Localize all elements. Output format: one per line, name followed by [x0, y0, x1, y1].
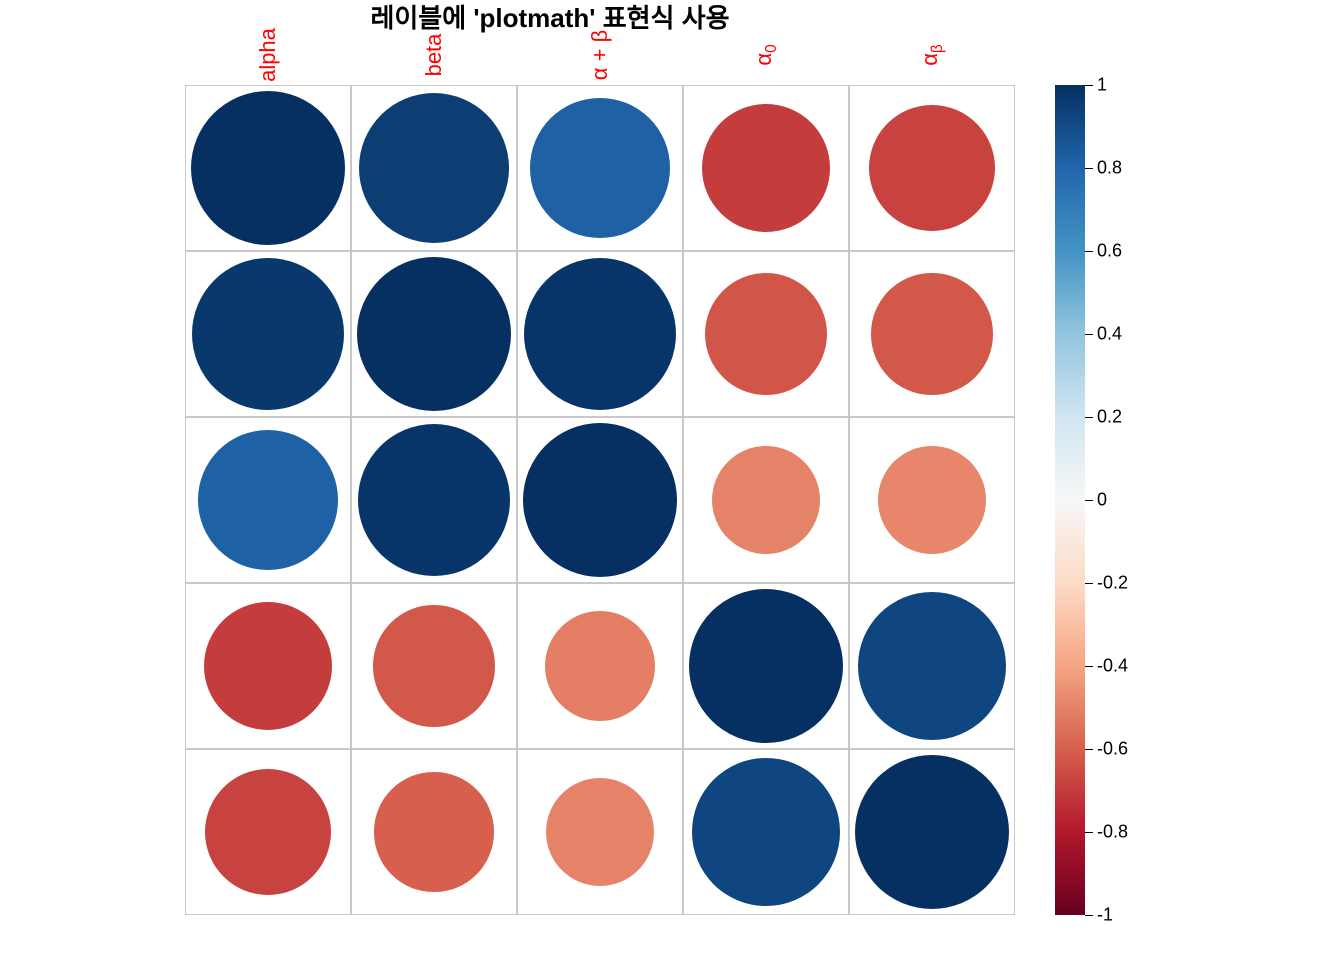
- colorbar-gradient: [1055, 85, 1085, 915]
- matrix-cell: [351, 85, 517, 251]
- correlation-circle: [692, 758, 840, 906]
- matrix-cell: [683, 417, 849, 583]
- matrix-cell: [849, 583, 1015, 749]
- colorbar-tick: [1085, 334, 1093, 335]
- colorbar-tick: [1085, 749, 1093, 750]
- correlation-circle: [855, 755, 1009, 909]
- matrix-cell: [517, 417, 683, 583]
- correlation-circle: [702, 104, 831, 233]
- colorbar-tick-label: 0.2: [1097, 407, 1122, 428]
- matrix-cell: [683, 749, 849, 915]
- matrix-cell: [351, 251, 517, 417]
- matrix-cell: [517, 749, 683, 915]
- colorbar-tick-label: 0: [1097, 490, 1107, 511]
- correlation-circle: [205, 769, 332, 896]
- colorbar-tick-label: -0.6: [1097, 739, 1128, 760]
- matrix-cell: [849, 749, 1015, 915]
- matrix-cell: [683, 85, 849, 251]
- matrix-cell: [849, 85, 1015, 251]
- correlation-circle: [373, 605, 494, 726]
- correlation-circle: [878, 446, 986, 554]
- correlation-circle: [712, 446, 821, 555]
- column-label: α + β: [587, 30, 613, 80]
- colorbar-tick-label: 1: [1097, 75, 1107, 96]
- colorbar-tick-label: -0.8: [1097, 822, 1128, 843]
- colorbar-tick-label: -1: [1097, 905, 1113, 926]
- column-label: αβ: [917, 44, 947, 66]
- colorbar-tick: [1085, 168, 1093, 169]
- colorbar-tick: [1085, 915, 1093, 916]
- chart-title: 레이블에 'plotmath' 표현식 사용: [370, 0, 729, 35]
- colorbar-tick-label: 0.6: [1097, 241, 1122, 262]
- colorbar-tick: [1085, 583, 1093, 584]
- correlation-circle: [546, 778, 655, 887]
- matrix-cell: [517, 85, 683, 251]
- colorbar: 10.80.60.40.20-0.2-0.4-0.6-0.8-1: [1055, 85, 1085, 915]
- matrix-cell: [185, 749, 351, 915]
- correlation-circle: [374, 772, 493, 891]
- correlation-circle: [198, 430, 337, 569]
- colorbar-tick: [1085, 85, 1093, 86]
- correlation-circle: [204, 602, 333, 731]
- colorbar-tick: [1085, 500, 1093, 501]
- correlation-circle: [524, 258, 676, 410]
- colorbar-tick: [1085, 417, 1093, 418]
- colorbar-tick-label: 0.4: [1097, 324, 1122, 345]
- matrix-cell: [185, 417, 351, 583]
- matrix-grid: [185, 85, 1015, 915]
- matrix-cell: [517, 251, 683, 417]
- matrix-cell: [185, 251, 351, 417]
- correlation-circle: [191, 91, 345, 245]
- colorbar-tick: [1085, 832, 1093, 833]
- column-label: α0: [751, 44, 781, 65]
- column-label: alpha: [255, 28, 281, 82]
- colorbar-tick: [1085, 251, 1093, 252]
- matrix-cell: [849, 417, 1015, 583]
- correlation-circle: [359, 93, 509, 243]
- matrix-cell: [683, 251, 849, 417]
- matrix-cell: [849, 251, 1015, 417]
- correlation-circle: [523, 423, 677, 577]
- correlation-circle: [858, 592, 1006, 740]
- correlation-circle: [358, 424, 510, 576]
- matrix-cell: [351, 417, 517, 583]
- correlation-circle: [530, 98, 669, 237]
- matrix-cell: [517, 583, 683, 749]
- correlation-circle: [869, 105, 996, 232]
- correlation-circle: [357, 257, 511, 411]
- matrix-cell: [185, 85, 351, 251]
- colorbar-tick-label: 0.8: [1097, 158, 1122, 179]
- matrix-cell: [185, 583, 351, 749]
- correlation-circle: [689, 589, 843, 743]
- colorbar-tick-label: -0.2: [1097, 573, 1128, 594]
- matrix-cell: [351, 749, 517, 915]
- matrix-cell: [351, 583, 517, 749]
- correlation-circle: [705, 273, 827, 395]
- correlation-circle: [871, 273, 992, 394]
- matrix-cell: [683, 583, 849, 749]
- correlation-circle: [545, 611, 655, 721]
- correlation-circle: [192, 258, 344, 410]
- colorbar-tick: [1085, 666, 1093, 667]
- colorbar-tick-label: -0.4: [1097, 656, 1128, 677]
- column-label: beta: [421, 34, 447, 77]
